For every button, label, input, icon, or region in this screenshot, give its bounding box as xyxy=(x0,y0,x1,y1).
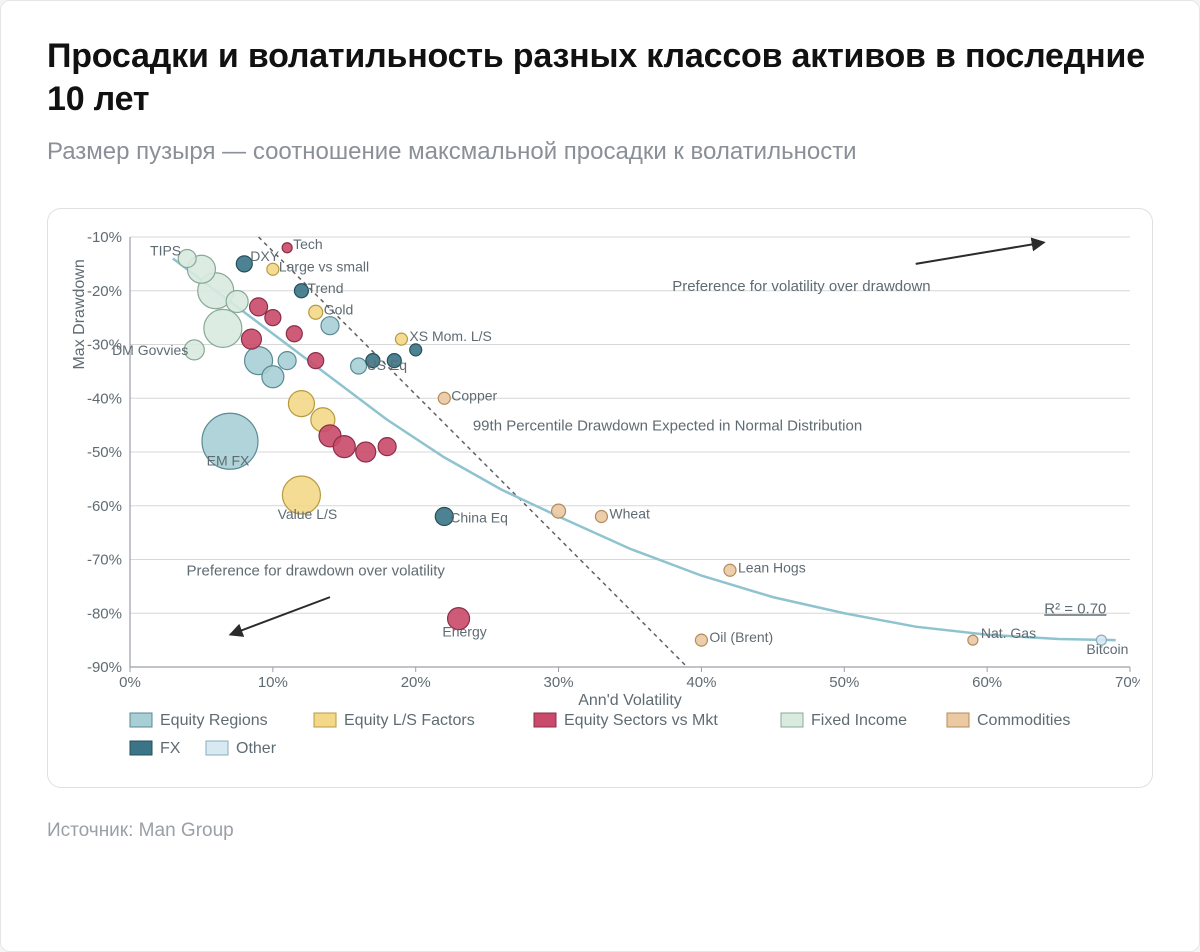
svg-text:Gold: Gold xyxy=(324,302,354,318)
svg-text:-20%: -20% xyxy=(87,283,122,300)
svg-text:Ann'd Volatility: Ann'd Volatility xyxy=(578,692,682,709)
svg-text:Large vs small: Large vs small xyxy=(279,259,369,275)
svg-text:Energy: Energy xyxy=(442,624,486,640)
svg-text:50%: 50% xyxy=(829,674,859,691)
svg-text:DXY: DXY xyxy=(250,248,279,264)
svg-text:China Eq: China Eq xyxy=(450,510,508,526)
svg-text:-80%: -80% xyxy=(87,606,122,623)
svg-text:Max Drawdown: Max Drawdown xyxy=(71,260,88,370)
source-label: Источник: Man Group xyxy=(47,820,1153,842)
svg-text:DM Govvies: DM Govvies xyxy=(112,342,188,358)
svg-text:60%: 60% xyxy=(972,674,1002,691)
svg-text:Oil (Brent): Oil (Brent) xyxy=(709,630,773,646)
svg-text:-90%: -90% xyxy=(87,659,122,676)
svg-text:Other: Other xyxy=(236,740,277,757)
svg-text:Preference for drawdown over v: Preference for drawdown over volatility xyxy=(186,563,445,580)
svg-text:70%: 70% xyxy=(1115,674,1140,691)
svg-text:US Eq: US Eq xyxy=(367,357,407,373)
svg-text:Fixed Income: Fixed Income xyxy=(811,712,907,729)
svg-text:Tech: Tech xyxy=(293,236,323,252)
svg-text:Wheat: Wheat xyxy=(609,506,650,522)
svg-text:Nat. Gas: Nat. Gas xyxy=(981,626,1036,642)
svg-text:-70%: -70% xyxy=(87,552,122,569)
svg-text:TIPS: TIPS xyxy=(150,243,181,259)
card: Просадки и волатильность разных классов … xyxy=(0,0,1200,952)
svg-text:40%: 40% xyxy=(686,674,716,691)
svg-text:XS Mom. L/S: XS Mom. L/S xyxy=(409,329,491,345)
svg-text:Lean Hogs: Lean Hogs xyxy=(738,560,806,576)
svg-text:30%: 30% xyxy=(544,674,574,691)
svg-text:Equity Sectors vs Mkt: Equity Sectors vs Mkt xyxy=(564,712,718,729)
chart-title: Просадки и волатильность разных классов … xyxy=(47,35,1153,120)
svg-text:FX: FX xyxy=(160,740,181,757)
chart-container: -10%-20%-30%-40%-50%-60%-70%-80%-90%0%10… xyxy=(47,208,1153,788)
svg-text:Preference for volatility over: Preference for volatility over drawdown xyxy=(672,278,930,295)
svg-text:99th Percentile Drawdown Expec: 99th Percentile Drawdown Expected in Nor… xyxy=(473,418,862,435)
svg-text:0%: 0% xyxy=(119,674,141,691)
svg-text:-40%: -40% xyxy=(87,391,122,408)
svg-text:Commodities: Commodities xyxy=(977,712,1070,729)
bubble-chart: -10%-20%-30%-40%-50%-60%-70%-80%-90%0%10… xyxy=(70,227,1140,777)
svg-text:Trend: Trend xyxy=(307,280,343,296)
svg-text:20%: 20% xyxy=(401,674,431,691)
svg-text:-50%: -50% xyxy=(87,444,122,461)
svg-text:EM FX: EM FX xyxy=(207,453,250,469)
svg-text:Bitcoin: Bitcoin xyxy=(1086,642,1128,658)
svg-text:Equity Regions: Equity Regions xyxy=(160,712,268,729)
svg-text:-10%: -10% xyxy=(87,229,122,246)
svg-text:R² = 0.70: R² = 0.70 xyxy=(1044,601,1106,618)
chart-subtitle: Размер пузыря — соотношение максмальной … xyxy=(47,136,1153,168)
svg-text:Copper: Copper xyxy=(451,388,497,404)
svg-text:-60%: -60% xyxy=(87,498,122,515)
svg-text:10%: 10% xyxy=(258,674,288,691)
svg-text:Equity L/S Factors: Equity L/S Factors xyxy=(344,712,475,729)
svg-text:Value L/S: Value L/S xyxy=(278,506,338,522)
